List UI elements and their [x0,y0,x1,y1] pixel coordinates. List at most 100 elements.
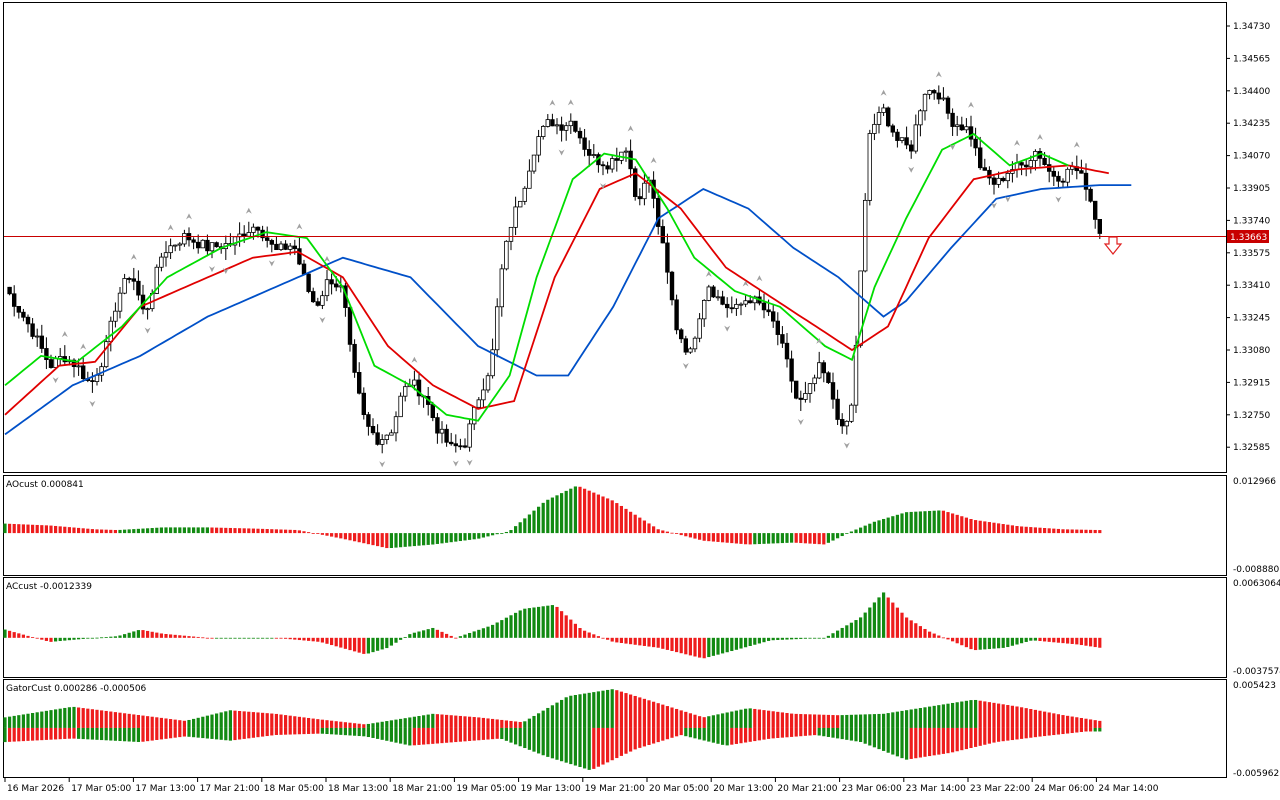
gator-lower-bar [113,727,117,741]
ao-bar [817,533,821,545]
gator-lower-bar [537,727,541,754]
gator-lower-bar [615,727,619,759]
gator-lower-bar [1061,727,1065,735]
gator-lower-bar [1033,727,1037,738]
ac-bar [54,637,58,642]
ao-bar [1093,529,1097,534]
gator-upper-bar [859,714,863,728]
ao-bar [12,523,16,534]
bear-candle [283,243,288,250]
ao-bar [210,527,214,534]
ac-bar [725,637,729,653]
fractal-down-icon [682,362,689,369]
ac-bar [1043,637,1047,642]
ao-bar [366,533,370,545]
gator-lower-bar [187,727,191,737]
fractal-up-icon [1073,141,1080,148]
ac-bar [964,637,968,648]
gator-lower-bar [1079,727,1083,733]
ao-bar [688,533,692,538]
time-tick-label: 17 Mar 05:00 [71,784,131,794]
ao-bar [675,533,679,534]
ao-bar [251,528,255,534]
ac-bar [256,637,260,639]
gator-upper-bar [647,700,651,728]
gator-lower-bar [707,727,711,742]
gator-upper-bar [831,715,835,728]
gator-upper-bar [178,720,182,728]
gator-upper-bar [458,715,462,728]
gator-upper-bar [495,719,499,728]
ac-bar [366,637,370,654]
gator-upper-bar [12,715,16,728]
gator-lower-bar [21,727,25,742]
ac-bar [399,637,403,640]
price-tick-label: 1.33575 [1233,249,1270,259]
ac-bar [118,635,122,638]
ac-bar [895,607,899,638]
gator-upper-bar [417,716,421,728]
bear-candle [587,149,592,156]
bear-candle [945,97,951,114]
gator-upper-bar [767,710,771,728]
ao-bar [104,529,108,534]
gator-lower-bar [81,727,85,740]
gator-lower-bar [523,727,527,749]
bear-candle [1024,164,1029,168]
ao-bar [679,533,683,536]
ao-bar [426,533,430,545]
gator-lower-bar [799,727,803,737]
bear-candle [794,380,799,399]
ac-bar [721,637,725,654]
gator-upper-bar [49,710,53,728]
gator-upper-bar [826,714,830,728]
gator-upper-bar [803,714,807,728]
ao-bar [8,523,12,534]
gator-upper-bar [596,691,600,728]
ao-bar [1020,526,1024,534]
ao-bar [362,533,366,544]
ao-bar [707,533,711,542]
bear-candle [214,242,219,248]
gator-lower-bar [914,727,918,759]
gator-lower-bar [918,727,922,758]
ao-bar [629,511,633,534]
gator-lower-bar [468,727,472,741]
bear-candle [306,273,311,292]
gator-lower-bar [408,727,412,746]
gator-upper-bar [159,717,163,728]
gator-lower-bar [642,727,646,747]
bull-candle [545,119,550,127]
sell-arrow-icon [1103,236,1123,255]
ac-bar [923,628,927,638]
gator-lower-bar [95,727,99,740]
gator-lower-bar [955,727,959,752]
gator-upper-bar [734,710,738,728]
ac-bar [941,637,945,639]
fractal-down-icon [1055,196,1062,203]
gator-upper-bar [974,699,978,728]
gator-upper-bar [132,714,136,728]
gator-lower-bar [100,727,104,741]
gator-upper-bar [992,702,996,728]
gator-lower-bar [417,727,421,745]
gator-upper-bar [698,716,702,728]
bull-candle [996,177,1001,185]
gator-upper-bar [771,711,775,728]
ac-bar [817,637,821,639]
bull-candle [752,296,757,304]
ao-bar [859,527,863,534]
gator-upper-bar [817,714,821,728]
ao-bar [684,533,688,537]
ac-bar [836,630,840,638]
gator-lower-bar [31,727,35,741]
gator-lower-bar [8,727,12,742]
bull-candle [402,386,408,397]
ao-bar [702,533,706,541]
ac-bar [900,612,904,638]
ao-bar [983,521,987,534]
ac-bar [320,637,324,643]
gator-upper-bar [983,701,987,728]
bear-candle [729,307,734,310]
